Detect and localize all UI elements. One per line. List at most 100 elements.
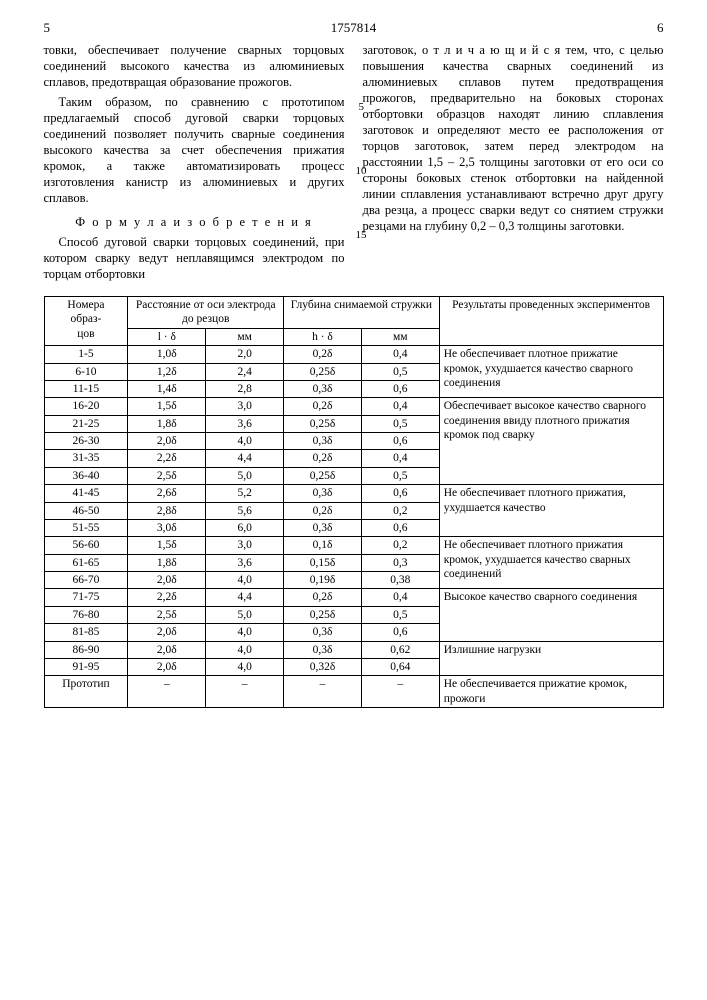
th-depth: Глубина снимаемой стружки <box>284 297 440 329</box>
table-cell: 0,2 <box>361 502 439 519</box>
result-cell: Обеспечивает высокое качество сварного с… <box>439 398 663 485</box>
table-cell: 0,4 <box>361 589 439 606</box>
text-columns: 5 10 15 товки, обеспечивает получение св… <box>44 42 664 286</box>
table-cell: 91-95 <box>44 658 128 675</box>
table-cell: 0,2δ <box>284 502 362 519</box>
table-row: 41-452,6δ5,20,3δ0,6Не обеспечивает плотн… <box>44 485 663 502</box>
table-cell: 0,5 <box>361 415 439 432</box>
table-cell: 76-80 <box>44 606 128 623</box>
table-cell: 2,0δ <box>128 658 206 675</box>
table-cell: 21-25 <box>44 415 128 432</box>
paragraph: товки, обеспечивает получение сварных то… <box>44 42 345 90</box>
table-cell: 2,2δ <box>128 450 206 467</box>
table-cell: 51-55 <box>44 519 128 536</box>
table-cell: 0,6 <box>361 519 439 536</box>
table-cell: 4,4 <box>206 589 284 606</box>
result-cell: Не обеспечивается прижатие кромок, прожо… <box>439 676 663 708</box>
table-cell: 0,6 <box>361 380 439 397</box>
table-cell: 71-75 <box>44 589 128 606</box>
result-cell: Не обеспечивает плотного прижатия, ухудш… <box>439 485 663 537</box>
formula-title: Ф о р м у л а и з о б р е т е н и я <box>44 214 345 230</box>
table-cell: 6-10 <box>44 363 128 380</box>
table-cell: 2,8δ <box>128 502 206 519</box>
table-cell: 0,5 <box>361 363 439 380</box>
table-cell: 0,32δ <box>284 658 362 675</box>
table-cell: 1,8δ <box>128 415 206 432</box>
table-cell: – <box>284 676 362 708</box>
table-cell: 0,6 <box>361 624 439 641</box>
table-cell: 56-60 <box>44 537 128 554</box>
table-cell: 1,8δ <box>128 554 206 571</box>
table-row: 86-902,0δ4,00,3δ0,62Излишние нагрузки <box>44 641 663 658</box>
table-cell: 0,3δ <box>284 624 362 641</box>
left-column: товки, обеспечивает получение сварных то… <box>44 42 345 286</box>
page-header: 5 1757814 6 <box>44 20 664 36</box>
table-cell: 0,1δ <box>284 537 362 554</box>
table-cell: 0,3δ <box>284 485 362 502</box>
table-cell: 2,5δ <box>128 467 206 484</box>
line-number: 5 <box>359 100 365 114</box>
table-cell: 46-50 <box>44 502 128 519</box>
table-row: Прототип––––Не обеспечивается прижатие к… <box>44 676 663 708</box>
table-cell: 4,4 <box>206 450 284 467</box>
th-hmm: мм <box>361 328 439 345</box>
table-cell: 0,6 <box>361 433 439 450</box>
table-row: 56-601,5δ3,00,1δ0,2Не обеспечивает плотн… <box>44 537 663 554</box>
table-cell: 0,4 <box>361 346 439 363</box>
table-cell: 3,0 <box>206 537 284 554</box>
table-cell: 0,3 <box>361 554 439 571</box>
table-cell: 81-85 <box>44 624 128 641</box>
table-cell: 0,4 <box>361 450 439 467</box>
table-cell: 0,2δ <box>284 398 362 415</box>
table-cell: 0,15δ <box>284 554 362 571</box>
table-cell: 86-90 <box>44 641 128 658</box>
table-cell: 0,64 <box>361 658 439 675</box>
table-cell: 2,5δ <box>128 606 206 623</box>
table-cell: – <box>206 676 284 708</box>
table-row: 1-51,0δ2,00,2δ0,4Не обеспечивает плотное… <box>44 346 663 363</box>
table-cell: 0,6 <box>361 485 439 502</box>
line-number: 15 <box>356 228 367 242</box>
table-cell: 31-35 <box>44 450 128 467</box>
table-cell: 3,6 <box>206 554 284 571</box>
table-cell: 2,0 <box>206 346 284 363</box>
table-cell: 41-45 <box>44 485 128 502</box>
table-cell: 0,25δ <box>284 467 362 484</box>
th-hd: h · δ <box>284 328 362 345</box>
th-lmm: мм <box>206 328 284 345</box>
th-distance: Расстояние от оси электрода до резцов <box>128 297 284 329</box>
table-cell: – <box>361 676 439 708</box>
table-cell: 11-15 <box>44 380 128 397</box>
table-cell: 0,38 <box>361 572 439 589</box>
table-cell: – <box>128 676 206 708</box>
table-cell: 36-40 <box>44 467 128 484</box>
table-cell: 4,0 <box>206 572 284 589</box>
table-cell: 0,3δ <box>284 433 362 450</box>
table-cell: 2,2δ <box>128 589 206 606</box>
table-cell: 3,0δ <box>128 519 206 536</box>
right-column: заготовок, о т л и ч а ю щ и й с я тем, … <box>363 42 664 286</box>
table-cell: 3,0 <box>206 398 284 415</box>
result-cell: Высокое качество сварного соединения <box>439 589 663 641</box>
table-cell: 0,25δ <box>284 606 362 623</box>
table-head: Номера образ- цов Расстояние от оси элек… <box>44 297 663 346</box>
th-text: Номера <box>67 299 104 311</box>
table-cell: 61-65 <box>44 554 128 571</box>
table-row: 16-201,5δ3,00,2δ0,4Обеспечивает высокое … <box>44 398 663 415</box>
th-text: цов <box>77 328 94 340</box>
table-cell: 2,0δ <box>128 641 206 658</box>
table-cell: 0,3δ <box>284 380 362 397</box>
table-cell: 0,2δ <box>284 450 362 467</box>
table-row: 71-752,2δ4,40,2δ0,4Высокое качество свар… <box>44 589 663 606</box>
result-cell: Не обеспечивает плотное прижатие кромок,… <box>439 346 663 398</box>
th-ld: l · δ <box>128 328 206 345</box>
paragraph: заготовок, о т л и ч а ю щ и й с я тем, … <box>363 42 664 234</box>
table-cell: 16-20 <box>44 398 128 415</box>
table-cell: 0,2 <box>361 537 439 554</box>
line-number: 10 <box>356 164 367 178</box>
table-cell: 0,3δ <box>284 641 362 658</box>
table-cell: 4,0 <box>206 641 284 658</box>
table-cell: 1-5 <box>44 346 128 363</box>
page-number-left: 5 <box>44 20 51 36</box>
page-number-right: 6 <box>657 20 664 36</box>
